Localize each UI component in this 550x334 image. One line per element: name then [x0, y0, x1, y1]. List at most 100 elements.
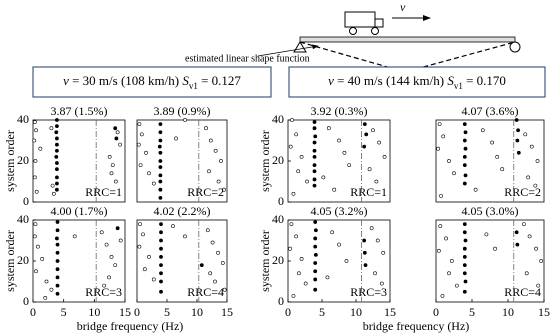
point [40, 257, 45, 261]
point [291, 191, 296, 196]
point [377, 140, 382, 145]
point [305, 179, 309, 184]
point [55, 142, 59, 147]
point [157, 144, 162, 149]
x-tick-label: 10 [350, 305, 362, 319]
point [55, 175, 59, 180]
point [109, 254, 114, 259]
point [447, 159, 451, 163]
y-tick-label: 40 [17, 212, 29, 226]
point [436, 146, 441, 151]
point [290, 118, 294, 122]
point [462, 230, 467, 235]
point [514, 118, 519, 122]
point [463, 279, 468, 284]
point [222, 287, 227, 292]
point [139, 132, 144, 137]
point [288, 144, 293, 149]
x-tick-label: 10 [191, 305, 203, 319]
point [533, 183, 538, 188]
point [107, 275, 111, 280]
point [49, 287, 54, 292]
point [32, 120, 37, 124]
point [330, 230, 335, 235]
x-tick-label: 15 [538, 305, 550, 319]
point [158, 130, 163, 135]
x-tick-label: 0 [30, 305, 36, 319]
y-tick-label: 40 [17, 112, 29, 126]
point [151, 277, 156, 282]
point [462, 181, 467, 186]
point [362, 238, 367, 243]
point [454, 283, 459, 288]
point [462, 138, 467, 143]
point [462, 271, 467, 276]
point [158, 179, 163, 184]
point [113, 263, 118, 268]
point [216, 179, 221, 184]
case-label-part: = 0.170 [463, 73, 506, 88]
y-tick-label: 20 [272, 153, 284, 167]
point [114, 136, 119, 141]
point [379, 281, 384, 286]
panel-annotation: RRC=1 [85, 185, 122, 199]
point [141, 232, 145, 237]
x-tick-label: 0 [134, 305, 140, 319]
point [38, 146, 43, 151]
point [362, 250, 367, 255]
point [536, 283, 541, 288]
point [313, 261, 318, 265]
point [115, 130, 120, 135]
point [158, 159, 163, 163]
point [55, 228, 60, 233]
point [54, 130, 59, 135]
point [369, 226, 374, 231]
point [313, 228, 318, 233]
x-tick-label: 0 [285, 305, 291, 319]
point [524, 271, 529, 276]
x-tick-label: 10 [502, 305, 514, 319]
axes-frame [136, 219, 228, 303]
point [463, 238, 468, 243]
point [136, 142, 141, 147]
case-label-part: S [447, 73, 454, 88]
point [204, 126, 208, 131]
point [55, 187, 59, 192]
y-tick-label: 20 [272, 253, 284, 267]
case-label-part: v1 [454, 81, 463, 91]
point [490, 140, 495, 145]
point [515, 242, 520, 247]
point [515, 138, 520, 143]
point [367, 167, 372, 172]
point [516, 150, 521, 155]
point [213, 279, 217, 284]
axes-frame [136, 119, 228, 203]
y-tick-label: 40 [272, 212, 284, 226]
point [55, 242, 60, 247]
point [99, 230, 104, 235]
point [213, 148, 218, 153]
point [159, 263, 163, 268]
point [159, 246, 163, 251]
point [521, 222, 526, 227]
point [104, 242, 109, 247]
case-label-part: = 40 m/s (144 km/h) [334, 73, 448, 88]
point [142, 267, 147, 272]
point [313, 277, 318, 282]
bridge-diagram: v estimated linear shape function [185, 0, 521, 73]
case-label-part: v1 [189, 81, 198, 91]
case-label: v = 40 m/s (144 km/h) Sv1 = 0.170 [328, 73, 506, 91]
point [113, 179, 118, 184]
point [138, 222, 142, 227]
point [289, 222, 294, 227]
point [362, 144, 367, 149]
y-tick-label: 40 [272, 112, 284, 126]
point [34, 269, 38, 274]
point [205, 228, 210, 233]
point [55, 220, 60, 224]
point [516, 128, 520, 133]
y-tick-label: 0 [278, 294, 284, 308]
point [449, 259, 454, 263]
case-label-part: S [182, 73, 189, 88]
panel-title: 4.05 (3.0%) [462, 204, 519, 218]
